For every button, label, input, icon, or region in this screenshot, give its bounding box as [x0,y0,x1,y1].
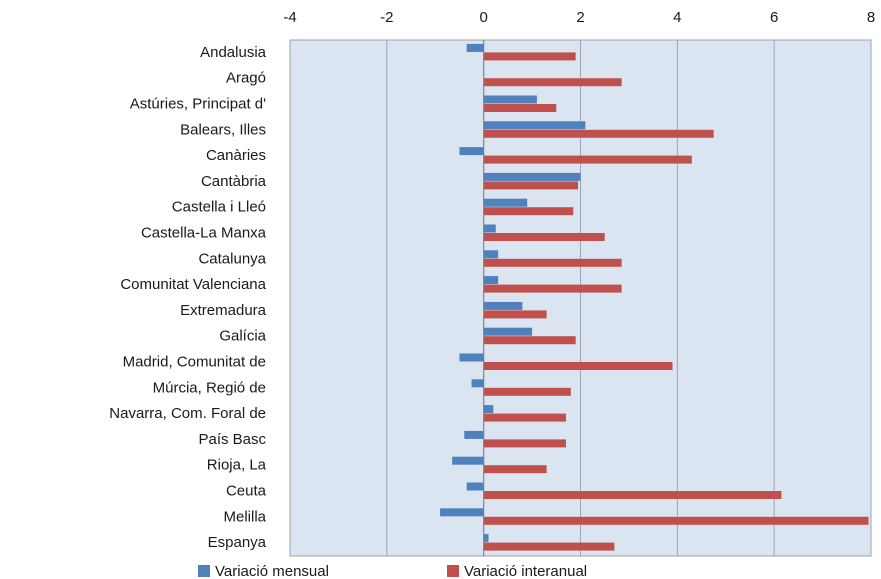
x-tick-label: 4 [673,9,681,26]
bar [483,121,586,130]
bar [483,465,547,474]
y-tick-label: Navarra, Com. Foral de [109,405,266,422]
x-tick-label: 0 [479,9,487,26]
legend-label: Variació mensual [215,563,329,579]
bar [483,198,528,207]
y-tick-label: Castella i Lleó [172,199,266,216]
bar [483,362,673,370]
bar [483,301,523,310]
bar [483,491,782,499]
y-tick-label: Aragó [226,70,266,87]
bar [483,155,692,164]
bar [483,534,489,543]
y-tick-label: Ceuta [226,482,267,499]
bar [483,516,869,525]
x-tick-label: -4 [283,9,296,26]
y-tick-label: Astúries, Principat d' [130,95,266,112]
bar [483,310,547,319]
bar [483,104,557,112]
bar [459,147,484,156]
bar [464,430,484,439]
y-tick-label: Canàries [206,147,266,164]
bar [483,129,714,138]
bar [483,95,537,104]
bar [483,276,499,285]
bar [483,78,622,87]
bar [483,207,574,216]
bar [483,233,605,241]
bar [483,52,576,61]
bar [483,172,581,181]
bar [483,336,576,345]
bar [471,379,484,388]
legend-swatch [447,565,459,577]
legend-swatch [198,565,210,577]
y-tick-label: País Basc [198,431,266,448]
bar [483,250,499,259]
bar [483,387,571,396]
bar [440,508,484,517]
bar [452,456,484,465]
y-tick-label: Catalunya [198,250,266,267]
x-tick-label: 6 [770,9,778,26]
y-tick-label: Madrid, Comunitat de [123,353,266,370]
y-tick-label: Comunitat Valenciana [120,276,266,293]
bar [466,482,484,491]
y-tick-label: Andalusia [200,44,267,61]
y-tick-label: Balears, Illes [180,121,266,138]
y-tick-label: Galícia [219,328,266,345]
y-tick-label: Rioja, La [207,457,267,474]
bar [483,405,494,414]
y-tick-label: Castella-La Manxa [141,224,267,241]
y-tick-label: Múrcia, Regió de [153,379,266,396]
y-tick-label: Extremadura [180,302,267,319]
bar [483,181,579,190]
legend-label: Variació interanual [464,563,587,579]
bar [466,43,484,52]
y-tick-label: Espanya [208,534,267,551]
bar [483,439,566,448]
x-tick-label: 8 [867,9,875,26]
bar [483,413,566,422]
bar [459,353,484,362]
bar [483,258,622,267]
x-tick-label: 2 [576,9,584,26]
y-tick-label: Melilla [223,508,266,525]
bar [483,542,615,551]
bar [483,327,533,336]
bar [483,284,622,293]
x-tick-label: -2 [380,9,393,26]
y-tick-label: Cantàbria [201,173,267,190]
bar [483,224,496,233]
